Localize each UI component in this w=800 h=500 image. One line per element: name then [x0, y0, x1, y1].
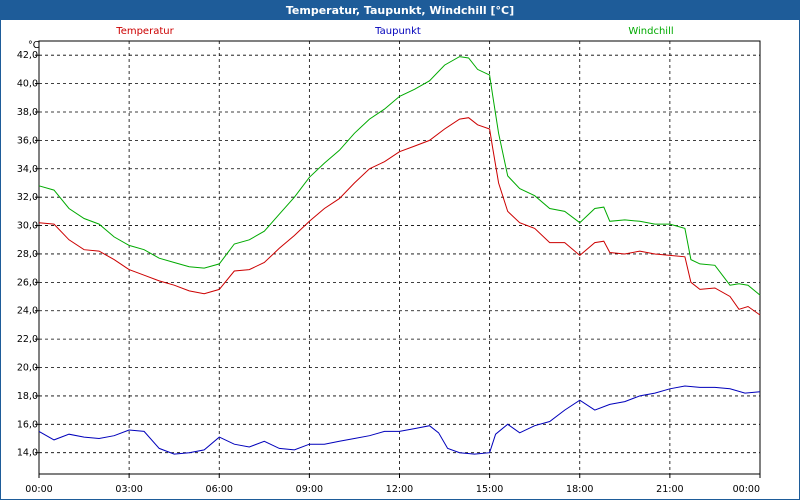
grid-lines	[39, 41, 760, 474]
legend-entry-taupunkt: Taupunkt	[374, 26, 421, 37]
y-tick-label: 34,0	[17, 164, 38, 175]
line-chart: Temperatur Taupunkt Windchill 14,0 16,0 18,0…	[17, 26, 761, 495]
series-lines	[38, 56, 761, 455]
x-tick-time-label: 03:00	[115, 484, 142, 495]
y-tick-label: 30,0	[17, 221, 38, 232]
y-tick-label: 16,0	[17, 419, 38, 430]
series-line-windchill	[38, 56, 761, 296]
y-tick-label: 14,0	[17, 448, 38, 459]
y-tick-label: 26,0	[17, 277, 38, 288]
legend: Temperatur Taupunkt Windchill	[115, 26, 673, 37]
y-tick-label: 28,0	[17, 249, 38, 260]
x-tick-time-label: 09:00	[296, 484, 323, 495]
series-line-taupunkt	[38, 385, 761, 455]
legend-entry-windchill: Windchill	[628, 26, 673, 37]
x-axis: 00:0026.07.1903:0026.07.1906:0026.07.190…	[25, 474, 761, 495]
y-tick-label: 18,0	[17, 391, 38, 402]
x-tick-time-label: 00:00	[733, 484, 760, 495]
x-tick-time-label: 06:00	[206, 484, 233, 495]
y-tick-label: 24,0	[17, 306, 38, 317]
y-tick-label: 42,0	[17, 50, 38, 61]
y-axis: 14,0 16,0 18,0 20,0 22,0 24,0 26,0 28,0 30,0 32,0…	[17, 40, 40, 459]
y-tick-label: 38,0	[17, 107, 38, 118]
x-tick-time-label: 15:00	[476, 484, 503, 495]
series-line-temperatur	[38, 117, 761, 316]
y-tick-label: 40,0	[17, 79, 38, 90]
y-tick-label: 20,0	[17, 363, 38, 374]
y-tick-label: 32,0	[17, 192, 38, 203]
y-tick-label: 22,0	[17, 334, 38, 345]
x-tick-time-label: 12:00	[386, 484, 413, 495]
y-tick-label: 36,0	[17, 135, 38, 146]
window-title: Temperatur, Taupunkt, Windchill [°C]	[1, 1, 799, 20]
y-axis-unit: °C	[28, 40, 40, 51]
x-tick-time-label: 18:00	[566, 484, 593, 495]
legend-entry-temperatur: Temperatur	[115, 26, 174, 37]
x-tick-time-label: 00:00	[25, 484, 52, 495]
x-tick-time-label: 21:00	[656, 484, 683, 495]
